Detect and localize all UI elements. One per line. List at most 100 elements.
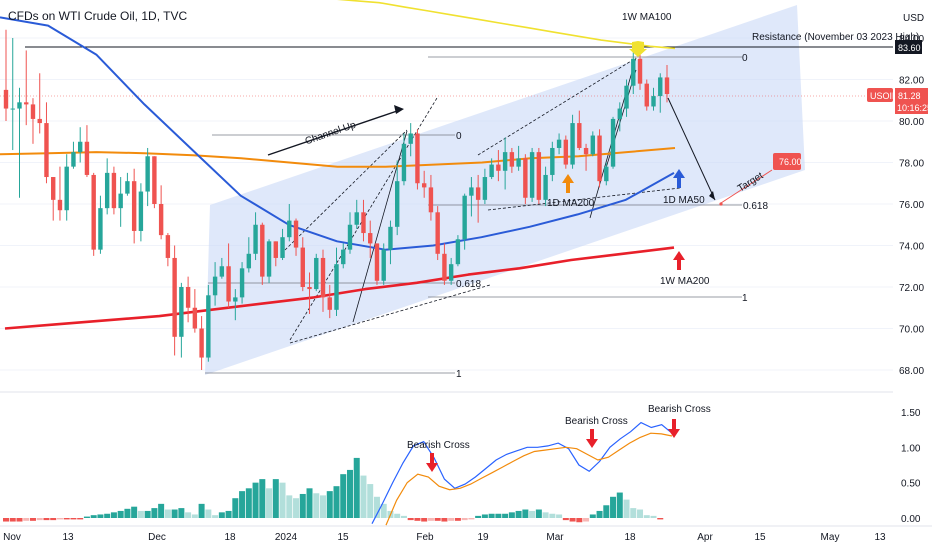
price-tick-label: 78.00 xyxy=(899,159,924,170)
price-tick-label: 80.00 xyxy=(899,117,924,128)
candle-body xyxy=(131,181,137,231)
candle-body xyxy=(516,158,521,167)
ma200-1d-arrow xyxy=(562,174,574,193)
candle-body xyxy=(293,220,299,248)
time-tick-label: 13 xyxy=(874,532,886,543)
channel-up-shape xyxy=(205,5,805,375)
time-axis[interactable]: Nov 13 Dec 18 2024 15 Feb 19 Mar 18 Apr 15 May 13 xyxy=(3,532,886,543)
candle-body xyxy=(64,166,69,211)
candle-body xyxy=(125,181,130,194)
histogram-bar xyxy=(198,503,205,518)
indicator-tick-label: 1.00 xyxy=(901,443,921,454)
candle-body xyxy=(563,139,569,165)
channel-up-label: Channel Up xyxy=(304,120,358,148)
candle-body xyxy=(111,172,117,209)
candle-body xyxy=(401,143,407,182)
histogram-bar xyxy=(185,512,192,518)
histogram-bar xyxy=(434,518,441,521)
candle-body xyxy=(341,249,346,265)
price-axis[interactable]: 84.00 82.00 80.00 78.00 76.00 74.00 72.00 70.00… xyxy=(899,34,924,377)
histogram-bar xyxy=(191,514,198,518)
indicator-axis[interactable]: 1.50 1.00 0.50 0.00 xyxy=(901,408,921,525)
histogram-bar xyxy=(245,488,252,518)
histogram-bar xyxy=(333,486,340,518)
candle-body xyxy=(320,257,326,298)
indicator-tick-label: 0.50 xyxy=(901,479,921,490)
ma200-1w-label: 1W MA200 xyxy=(660,276,710,287)
histogram-bar xyxy=(346,469,353,518)
candle-body xyxy=(597,135,602,182)
histogram-bar xyxy=(650,515,657,518)
candle-body xyxy=(10,108,15,110)
histogram-bar xyxy=(117,510,124,518)
histogram-bar xyxy=(252,482,259,518)
moving-averages xyxy=(0,0,676,330)
histogram-bar xyxy=(279,482,286,518)
candle-body xyxy=(482,177,488,200)
histogram-bar xyxy=(266,488,273,518)
candle-body xyxy=(509,152,515,167)
candle-body xyxy=(455,239,461,265)
histogram-bar xyxy=(549,513,556,518)
candle-body xyxy=(239,268,245,298)
histogram-bar xyxy=(90,515,97,518)
fib-one-label-2: 1 xyxy=(742,293,748,304)
candle-body xyxy=(118,193,123,209)
candle-body xyxy=(172,257,177,337)
candle-body xyxy=(260,224,265,277)
histogram-bar xyxy=(272,479,279,518)
candle-body xyxy=(577,123,582,148)
candle-body xyxy=(408,133,413,144)
histogram-bar xyxy=(178,508,185,518)
time-tick-label: Feb xyxy=(416,532,434,543)
ma-line-1d-ma50 xyxy=(0,16,675,251)
histogram-bar xyxy=(508,512,515,518)
candle-body xyxy=(57,199,63,211)
candle-body xyxy=(226,266,231,302)
histogram-bar xyxy=(36,518,43,521)
time-tick-label: 19 xyxy=(477,532,489,543)
histogram-bar xyxy=(657,518,664,520)
candle-body xyxy=(233,297,238,302)
fib-zero-label-2: 0 xyxy=(742,53,748,64)
histogram-bar xyxy=(164,509,171,518)
candle-body xyxy=(314,257,319,290)
time-tick-label: Apr xyxy=(697,532,713,543)
symbol-badge xyxy=(867,88,893,102)
bearish-cross-arrow-1 xyxy=(426,453,438,472)
price-tick-label: 74.00 xyxy=(899,242,924,253)
histogram-bar xyxy=(529,510,536,518)
ma200-1w-arrow xyxy=(673,251,685,270)
histogram-bar xyxy=(583,518,590,522)
candle-body xyxy=(17,102,22,109)
candle-body xyxy=(529,152,535,198)
candle-body xyxy=(253,224,258,254)
candle-body xyxy=(523,158,528,198)
candle-body xyxy=(631,58,636,86)
ma50-1d-label: 1D MA50 xyxy=(663,195,705,206)
candle-body xyxy=(462,195,467,240)
target-line xyxy=(720,169,773,204)
candle-body xyxy=(334,264,339,310)
time-tick-label: 13 xyxy=(62,532,74,543)
histogram-bar xyxy=(468,518,475,520)
histogram-bar xyxy=(562,518,569,521)
chart-title: CFDs on WTI Crude Oil, 1D, TVC xyxy=(8,9,188,23)
candle-body xyxy=(496,164,501,171)
histogram-bar xyxy=(50,518,57,521)
histogram-bar xyxy=(171,509,178,518)
channel-up-arrowhead xyxy=(394,105,404,114)
histogram-bar xyxy=(630,508,637,518)
histogram-bar xyxy=(603,505,610,518)
candle-body xyxy=(448,264,454,281)
candle-body xyxy=(583,147,589,155)
candle-body xyxy=(435,212,440,254)
time-tick-label: 15 xyxy=(754,532,766,543)
histogram-bar xyxy=(461,518,468,521)
candle-body xyxy=(368,233,373,244)
histogram-bar xyxy=(515,510,522,518)
candle-body xyxy=(489,164,494,178)
histogram-bar xyxy=(137,510,144,518)
